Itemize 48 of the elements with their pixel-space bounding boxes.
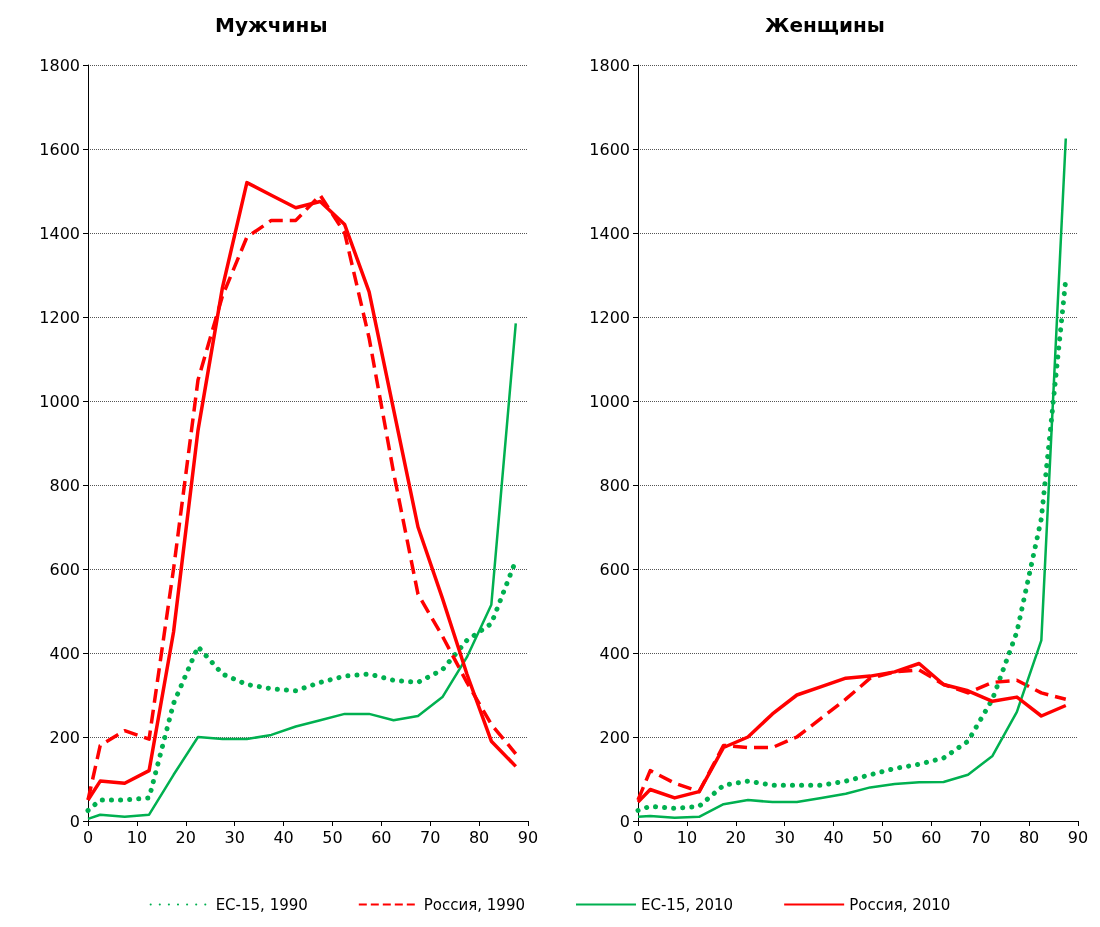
x-tick-label: 60 [371,827,392,847]
y-tick-label: 1000 [589,391,630,411]
x-tick-label: 60 [921,827,942,847]
x-tick-label: 30 [224,827,245,847]
x-tick-label: 40 [273,827,294,847]
x-tick-label: 20 [725,827,746,847]
y-tick-label: 1400 [39,223,80,243]
x-tick-label: 50 [322,827,343,847]
x-tick-label: 70 [970,827,991,847]
legend-label: ЕС-15, 2010 [641,895,734,914]
y-tick-label: 1200 [39,307,80,327]
x-tick-label: 80 [468,827,490,847]
x-tick-label: 0 [82,827,94,847]
legend-label: Россия, 1990 [423,895,525,914]
x-tick-label: 90 [517,827,539,847]
x-tick-label: 10 [676,827,698,847]
x-tick-label: 30 [774,827,795,847]
y-tick-label: 200 [49,727,80,747]
y-tick-label: 400 [599,643,630,663]
y-tick-label: 600 [599,559,630,579]
y-tick-label: 1800 [589,55,630,75]
legend-label: Россия, 2010 [849,895,951,914]
y-tick-label: 0 [619,811,630,831]
x-tick-label: 20 [175,827,196,847]
x-tick-label: 90 [1067,827,1089,847]
y-tick-label: 1600 [39,139,80,159]
line-series [636,137,1068,819]
chart-title: Женщины [765,13,885,37]
legend-label: ЕС-15, 1990 [215,895,308,914]
y-tick-label: 400 [49,643,80,663]
y-tick-label: 200 [599,727,630,747]
y-tick-label: 1000 [39,391,80,411]
x-tick-label: 70 [420,827,441,847]
y-tick-label: 1800 [39,55,80,75]
y-tick-label: 1400 [589,223,630,243]
y-tick-label: 800 [49,475,80,495]
y-tick-label: 600 [49,559,80,579]
x-tick-label: 40 [823,827,844,847]
x-tick-label: 80 [1018,827,1040,847]
y-tick-label: 0 [69,811,80,831]
line-series [86,322,518,821]
chart-title: Мужчины [215,13,328,37]
y-tick-label: 1200 [589,307,630,327]
y-tick-label: 1600 [589,139,630,159]
x-tick-label: 0 [632,827,644,847]
x-tick-label: 10 [126,827,148,847]
x-tick-label: 50 [872,827,893,847]
y-tick-label: 800 [599,475,630,495]
